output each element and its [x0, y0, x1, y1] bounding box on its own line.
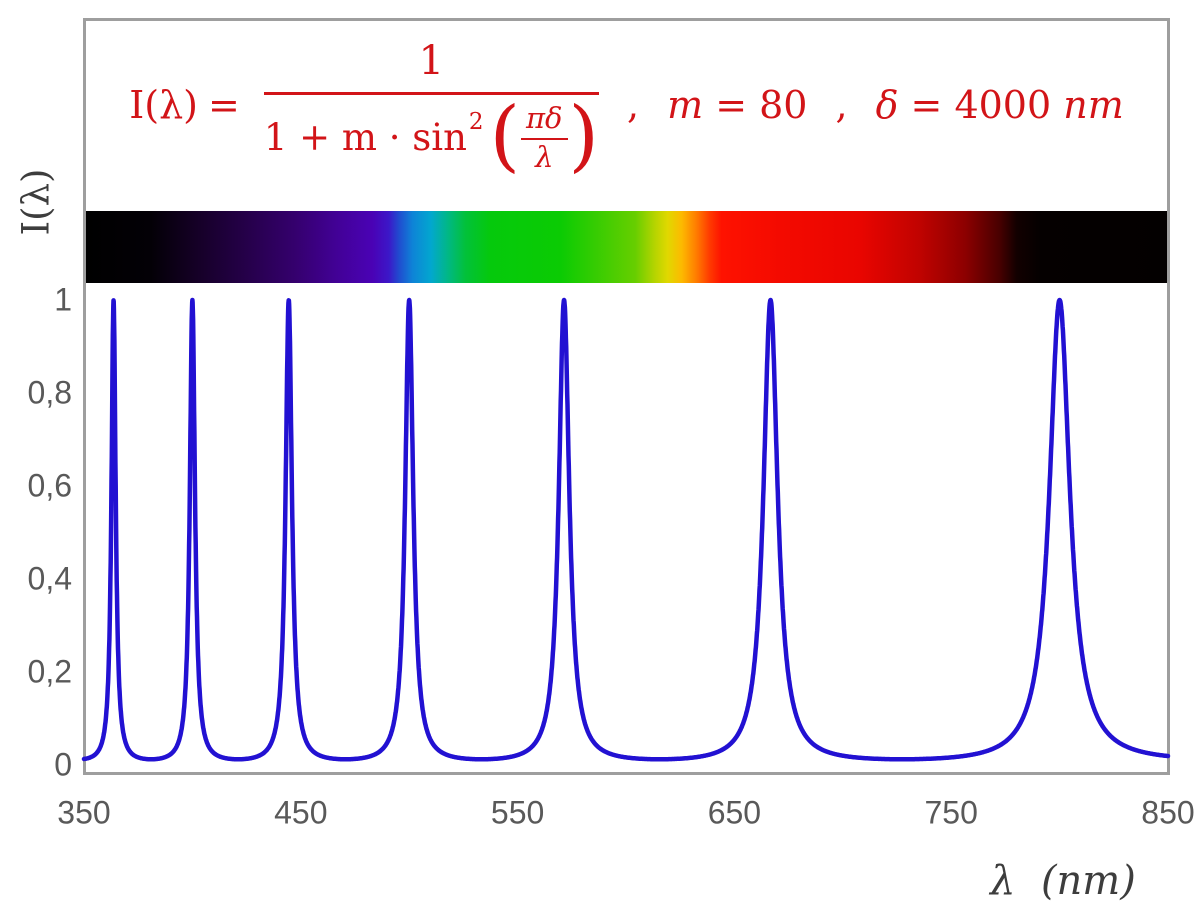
visible-spectrum-bar [86, 211, 1167, 283]
sin-squared-exponent: 2 [468, 109, 484, 136]
airy-formula: I(λ) = 1 1 + m · sin 2 ( πδ λ ) , m = 80 … [86, 26, 1167, 186]
inner-numerator: πδ [521, 102, 568, 140]
param-m-equals: = [703, 83, 760, 128]
param-delta-value: 4000 [954, 83, 1064, 128]
plot-frame [83, 18, 1170, 775]
y-axis-title: I(λ) [14, 168, 58, 236]
y-tick-label: 0,4 [27, 560, 72, 597]
formula-separator-2: , [835, 83, 848, 128]
x-tick-label: 650 [707, 794, 762, 831]
x-tick-label: 850 [1141, 794, 1195, 831]
y-tick-label: 0,8 [27, 374, 72, 411]
y-tick-label: 0,2 [27, 653, 72, 690]
x-tick-label: 550 [490, 794, 545, 831]
x-tick-label: 450 [274, 794, 328, 831]
formula-fraction: 1 1 + m · sin 2 ( πδ λ ) [263, 39, 599, 174]
y-tick-label: 0,6 [27, 467, 72, 504]
fraction-numerator: 1 [263, 39, 599, 95]
param-m-symbol: m [667, 83, 704, 128]
formula-lhs: I(λ) = [129, 83, 240, 128]
y-tick-label: 0 [54, 746, 72, 783]
x-axis-title: λ (nm) [990, 858, 1136, 904]
open-paren: ( [489, 90, 520, 181]
x-tick-label: 350 [57, 794, 111, 831]
close-paren: ) [568, 90, 599, 181]
param-m: m = 80 [667, 83, 808, 128]
inner-fraction: πδ λ [521, 102, 568, 174]
fraction-denominator: 1 + m · sin 2 ( πδ λ ) [264, 95, 599, 174]
param-delta-symbol: δ [875, 83, 899, 128]
formula-equals: = [207, 83, 240, 128]
param-m-value: 80 [759, 83, 808, 128]
inner-denominator: λ [535, 139, 554, 174]
intensity-curve-path [81, 297, 1171, 762]
param-delta-equals: = [898, 83, 955, 128]
param-delta: δ = 4000 nm [875, 83, 1124, 128]
denominator-text: 1 + m · sin [263, 115, 467, 159]
param-delta-unit: nm [1063, 83, 1124, 128]
formula-function-name: I(λ) [129, 83, 198, 128]
y-tick-label: 1 [54, 281, 72, 318]
formula-separator-1: , [626, 83, 640, 128]
x-tick-label: 750 [924, 794, 978, 831]
